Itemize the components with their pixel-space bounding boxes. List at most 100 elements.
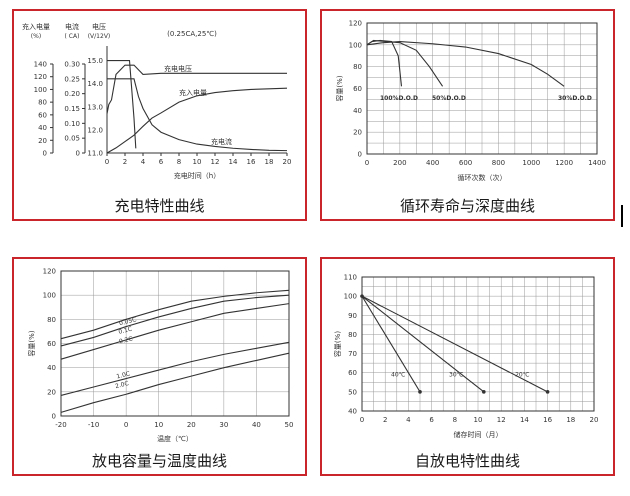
series-line-4 [107, 60, 137, 149]
self-discharge-caption: 自放电特性曲线 [414, 452, 520, 470]
series-line-3 [107, 78, 288, 152]
x-tick-label: -20 [55, 421, 66, 429]
series-line-2 [60, 294, 290, 347]
charge-characteristic-chart: (0.25CA,25℃)充入电量(%)电流( CA)电压(V/12V)02040… [22, 22, 292, 180]
x-tick-label: 14 [520, 416, 529, 424]
voltage-tick-label: 15.0 [87, 57, 103, 65]
axis-header: 电压 [92, 22, 106, 31]
x-axis-label: 温度（℃） [157, 434, 193, 443]
capacity-tick-label: 100 [34, 86, 47, 94]
x-tick-label: 0 [360, 416, 364, 424]
y-axis-label: 容量(%) [27, 330, 36, 356]
series-label: 充电流 [211, 137, 232, 146]
x-tick-label: 12 [211, 158, 220, 166]
y-tick-label: 0 [358, 151, 362, 159]
current-tick-label: 0.25 [64, 75, 80, 83]
y-axis-label: 容量(%) [333, 331, 342, 357]
series-end-marker [545, 390, 550, 394]
series-line-1 [366, 39, 403, 87]
cycle-caption: 循环寿命与深度曲线 [399, 197, 535, 215]
axis-unit: (V/12V) [88, 33, 111, 40]
series-label: 0.1C [118, 326, 133, 336]
x-tick-label: 50 [285, 421, 294, 429]
x-tick-label: 400 [426, 159, 439, 167]
series-label: 40℃ [391, 372, 406, 379]
x-tick-label: 20 [283, 158, 292, 166]
capacity-tick-label: 20 [38, 137, 47, 145]
plot-frame [361, 276, 595, 412]
series-end-marker [418, 390, 422, 394]
axis-header: 电流 [65, 22, 79, 31]
series-line-2 [366, 39, 444, 87]
current-tick-label: 0.20 [64, 90, 80, 98]
x-tick-label: 200 [393, 159, 406, 167]
capacity-tick-label: 80 [38, 99, 47, 107]
x-tick-label: 4 [141, 158, 146, 166]
x-tick-label: 8 [453, 416, 457, 424]
series-line-1 [60, 289, 290, 340]
x-tick-label: 18 [265, 158, 274, 166]
y-tick-label: 40 [353, 107, 362, 115]
x-tick-label: 10 [193, 158, 202, 166]
series-line-3 [60, 303, 290, 360]
y-tick-label: 40 [348, 408, 357, 416]
text-cursor [621, 205, 623, 227]
series-label: 充电电压 [164, 64, 192, 73]
y-tick-label: 60 [353, 85, 362, 93]
x-axis-label: 充电时间（h） [174, 171, 220, 180]
series-line-5 [60, 352, 290, 413]
y-tick-label: 80 [348, 331, 357, 339]
x-tick-label: 600 [459, 159, 472, 167]
y-axis-label: 容量(%) [335, 75, 344, 101]
temperature-capacity-chart: 0 20 40 60 80 100 120 -20 -10 0 10 20 30 40 50 温度（℃） 容量(… [27, 268, 294, 444]
series-line-4 [60, 341, 290, 396]
charge-caption: 充电特性曲线 [114, 197, 205, 215]
series-line-1 [361, 295, 421, 393]
series-label: 1.0C [116, 370, 131, 380]
x-tick-label: 4 [406, 416, 411, 424]
x-tick-label: 16 [247, 158, 256, 166]
current-tick-label: 0.10 [64, 120, 80, 128]
series-label: 30%D.O.D [558, 95, 592, 102]
series-end-marker [482, 390, 486, 394]
current-tick-label: 0.05 [64, 135, 80, 143]
x-tick-label: 16 [543, 416, 552, 424]
x-tick-label: 14 [229, 158, 238, 166]
plot-frame [60, 270, 290, 417]
y-tick-label: 110 [344, 274, 357, 282]
x-tick-label: 18 [566, 416, 575, 424]
y-tick-label: 100 [43, 292, 56, 300]
x-tick-label: 800 [492, 159, 505, 167]
series-line-2 [106, 87, 288, 154]
series-label: 0.2C [118, 335, 133, 345]
series-line-3 [361, 295, 548, 393]
temperature-caption: 放电容量与温度曲线 [91, 452, 227, 470]
x-tick-label: 2 [123, 158, 127, 166]
y-tick-label: 0 [52, 413, 56, 421]
self-discharge-chart: 40 50 60 70 80 90 100 110 0 2 4 6 8 10 12 14 16 18 20 储存时间（… [333, 274, 599, 440]
self-discharge-panel: 40 50 60 70 80 90 100 110 0 2 4 6 8 10 12 14 16 18 20 储存时间（… [320, 257, 615, 476]
x-tick-label: 1200 [555, 159, 573, 167]
x-tick-label: 0 [105, 158, 109, 166]
y-tick-label: 120 [349, 20, 362, 28]
voltage-tick-label: 13.0 [87, 103, 103, 111]
current-tick-label: 0 [76, 150, 80, 158]
x-tick-label: 40 [252, 421, 261, 429]
x-axis-label: 储存时间（月） [454, 430, 503, 439]
series-start-marker [360, 294, 364, 298]
current-tick-label: 0.30 [64, 61, 80, 69]
capacity-tick-label: 120 [34, 73, 47, 81]
voltage-tick-label: 14.0 [87, 80, 103, 88]
x-tick-label: 20 [590, 416, 599, 424]
x-tick-label: 0 [124, 421, 128, 429]
capacity-tick-label: 0 [43, 150, 47, 158]
x-tick-label: 0 [365, 159, 369, 167]
charge-panel: (0.25CA,25℃) 充入电量 (%) 电流( CA) 电压 (V/12V) 0 20 40… [12, 9, 307, 221]
axis-unit: ( CA) [65, 33, 80, 40]
current-tick-label: 0.15 [64, 105, 80, 113]
series-label: 充入电量 [179, 88, 207, 97]
x-tick-label: 1400 [588, 159, 606, 167]
series-label: 100%D.O.D [380, 95, 418, 102]
x-tick-label: 6 [429, 416, 434, 424]
